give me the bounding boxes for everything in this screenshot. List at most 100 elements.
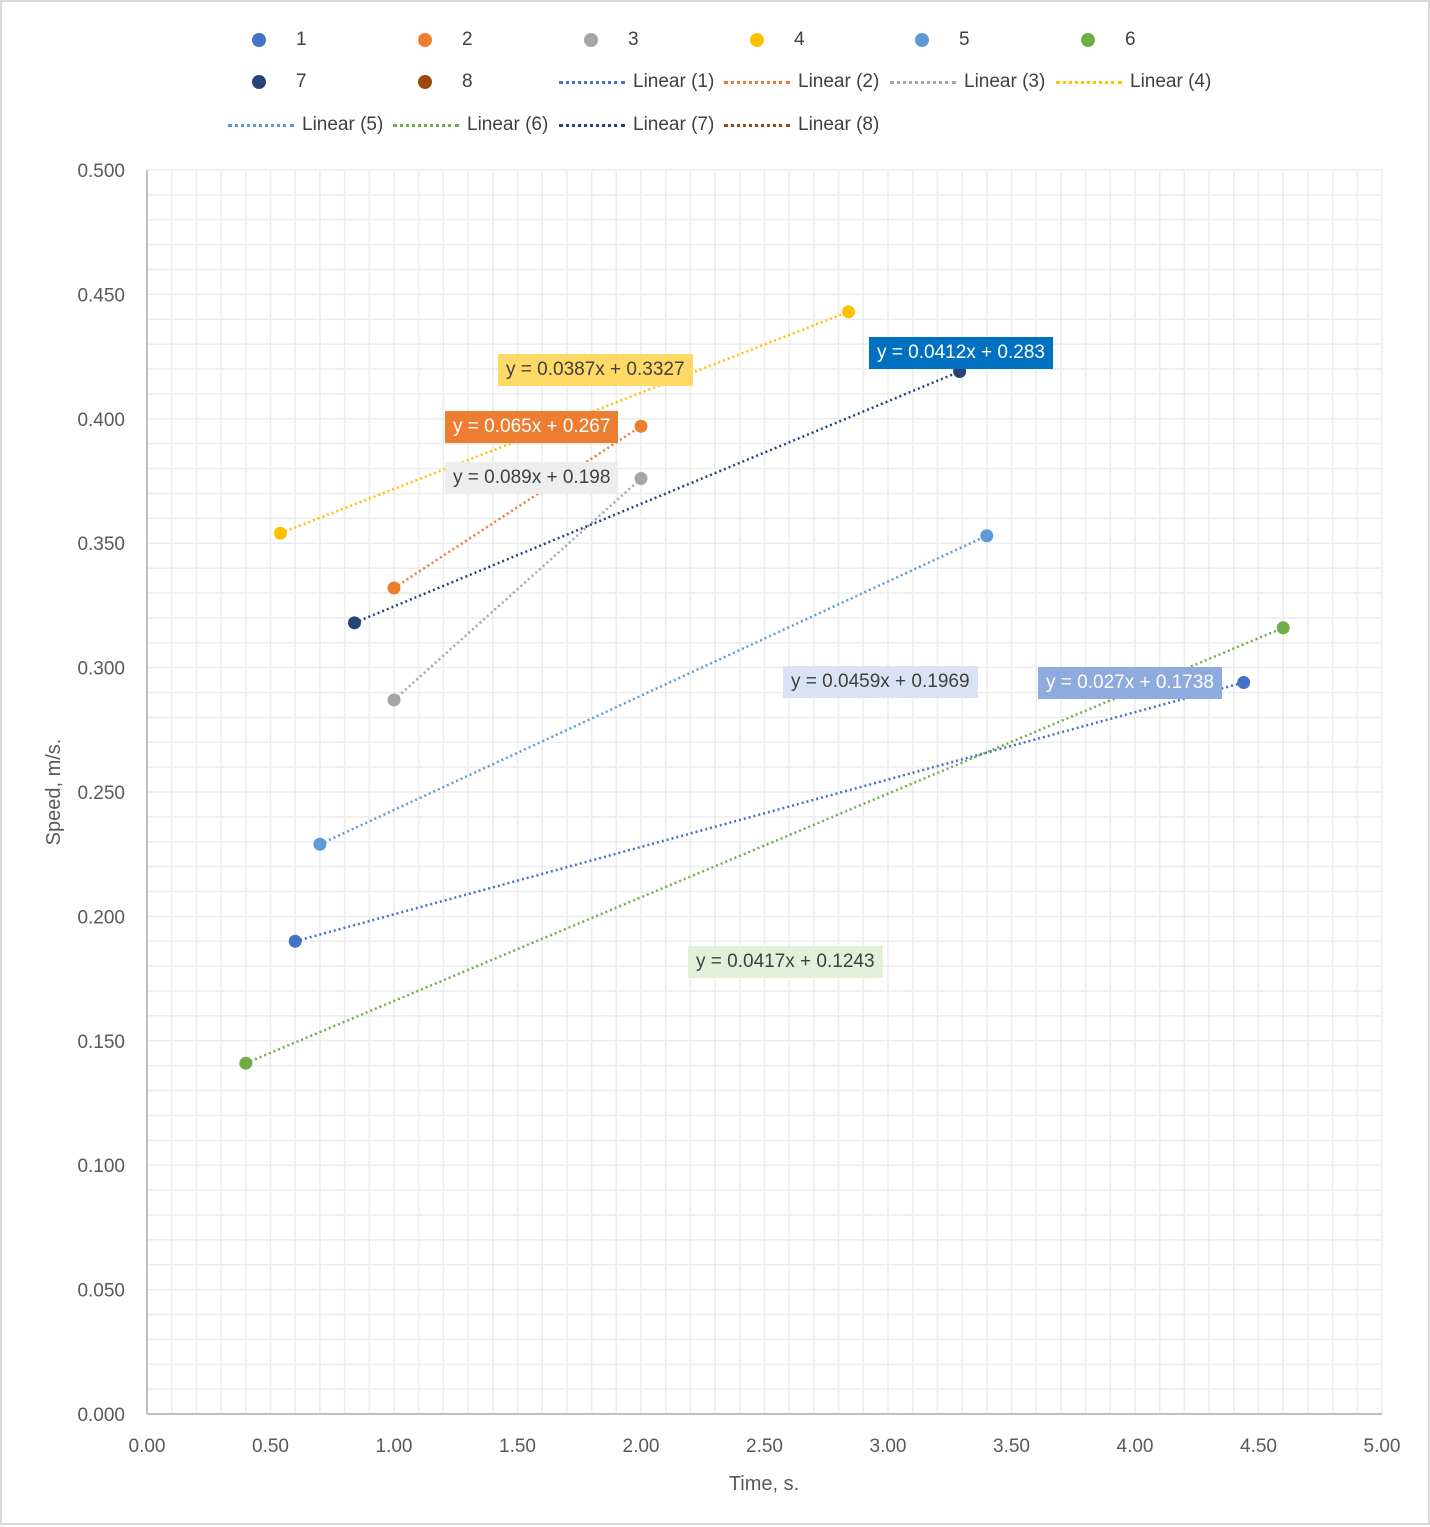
gridlines: [146, 169, 1383, 1415]
legend-dotted-line-icon: [559, 123, 625, 127]
trendline-equation-1: y = 0.027x + 0.1738: [1038, 667, 1222, 699]
data-point-series-5[interactable]: [980, 529, 994, 543]
trendline-equation-3: y = 0.089x + 0.198: [445, 462, 619, 494]
legend-item-trendline-6[interactable]: Linear (6): [393, 114, 548, 136]
data-point-series-7[interactable]: [347, 616, 361, 630]
tick-labels: 0.00 0.50 1.00 1.50 2.00 2.50 3.00 3.50 4.00 4.50…: [77, 161, 1400, 1457]
legend-label: 3: [628, 29, 639, 50]
legend-dotted-line-icon: [890, 80, 956, 84]
x-tick-label: 0.50: [252, 1436, 289, 1457]
legend-label: Linear (1): [633, 71, 715, 92]
legend-item-trendline-7[interactable]: Linear (7): [559, 114, 714, 136]
legend-item-series-7[interactable]: 7: [252, 71, 307, 93]
legend-item-series-2[interactable]: 2: [418, 29, 473, 51]
y-tick-label: 0.150: [77, 1032, 125, 1053]
legend-label: Linear (5): [302, 114, 384, 135]
trendline-4: [279, 310, 849, 535]
x-tick-label: 0.00: [129, 1436, 166, 1457]
x-tick-label: 2.50: [746, 1436, 783, 1457]
legend-item-trendline-5[interactable]: Linear (5): [228, 114, 383, 136]
y-tick-label: 0.400: [77, 410, 125, 431]
y-tick-label: 0.300: [77, 659, 125, 680]
data-point-series-4[interactable]: [841, 305, 855, 319]
legend-marker-icon: [750, 33, 764, 47]
trendline-equation-5: y = 0.0459x + 0.1969: [783, 666, 978, 698]
trendline-7: [354, 370, 961, 624]
y-axis-label: Speed, m/s.: [43, 739, 65, 846]
legend-item-trendline-1[interactable]: Linear (1): [559, 71, 714, 93]
legend-marker-icon: [252, 75, 266, 89]
trendlines: [245, 310, 1284, 1065]
y-tick-label: 0.250: [77, 783, 125, 804]
data-point-series-6[interactable]: [239, 1056, 253, 1070]
trendline-equation-4: y = 0.0387x + 0.3327: [498, 354, 693, 386]
legend-label: 1: [296, 29, 307, 50]
legend-label: 2: [462, 29, 473, 50]
x-tick-label: 4.00: [1117, 1436, 1154, 1457]
y-tick-label: 0.200: [77, 907, 125, 928]
legend-item-trendline-3[interactable]: Linear (3): [890, 71, 1045, 93]
legend-marker-icon: [252, 33, 266, 47]
legend-marker-icon: [915, 33, 929, 47]
legend-label: 5: [959, 29, 970, 50]
x-tick-label: 5.00: [1364, 1436, 1401, 1457]
data-point-series-3[interactable]: [387, 693, 401, 707]
legend-marker-icon: [1081, 33, 1095, 47]
legend-label: Linear (8): [798, 114, 880, 135]
legend-label: 4: [794, 29, 805, 50]
legend-label: Linear (4): [1130, 71, 1212, 92]
legend-label: Linear (3): [964, 71, 1046, 92]
data-point-series-5[interactable]: [313, 837, 327, 851]
legend-dotted-line-icon: [228, 123, 294, 127]
legend-dotted-line-icon: [724, 123, 790, 127]
legend-dotted-line-icon: [393, 123, 459, 127]
legend-marker-icon: [418, 33, 432, 47]
legend-item-trendline-8[interactable]: Linear (8): [724, 114, 879, 136]
legend-label: Linear (6): [467, 114, 549, 135]
trendline-2: [393, 425, 642, 590]
y-tick-label: 0.350: [77, 534, 125, 555]
legend-item-series-1[interactable]: 1: [252, 29, 307, 51]
x-tick-label: 1.50: [499, 1436, 536, 1457]
x-tick-label: 3.00: [870, 1436, 907, 1457]
data-points: [239, 305, 1290, 1070]
legend-item-series-8[interactable]: 8: [418, 71, 473, 93]
legend-item-series-6[interactable]: 6: [1081, 29, 1136, 51]
y-tick-label: 0.000: [77, 1405, 125, 1426]
trendline-equation-2: y = 0.065x + 0.267: [445, 411, 619, 443]
trendline-1: [294, 681, 1245, 943]
legend-item-series-4[interactable]: 4: [750, 29, 805, 51]
legend-label: Linear (2): [798, 71, 880, 92]
data-point-series-1[interactable]: [1237, 676, 1251, 690]
trendline-equation-7: y = 0.0412x + 0.283: [869, 337, 1053, 369]
data-point-series-1[interactable]: [288, 934, 302, 948]
legend-item-series-3[interactable]: 3: [584, 29, 639, 51]
legend-item-trendline-2[interactable]: Linear (2): [724, 71, 879, 93]
legend-label: Linear (7): [633, 114, 715, 135]
data-point-series-3[interactable]: [634, 472, 648, 486]
x-tick-label: 4.50: [1240, 1436, 1277, 1457]
legend-label: 7: [296, 71, 307, 92]
legend-dotted-line-icon: [559, 80, 625, 84]
data-point-series-4[interactable]: [273, 526, 287, 540]
y-tick-label: 0.500: [77, 161, 125, 182]
x-tick-label: 1.00: [376, 1436, 413, 1457]
x-tick-label: 2.00: [623, 1436, 660, 1457]
y-tick-label: 0.450: [77, 285, 125, 306]
y-tick-label: 0.050: [77, 1281, 125, 1302]
trendline-3: [393, 477, 642, 701]
data-point-series-2[interactable]: [387, 581, 401, 595]
legend-label: 6: [1125, 29, 1136, 50]
data-point-series-2[interactable]: [634, 419, 648, 433]
data-point-series-6[interactable]: [1276, 621, 1290, 635]
legend-marker-icon: [418, 75, 432, 89]
x-tick-label: 3.50: [993, 1436, 1030, 1457]
y-tick-label: 0.100: [77, 1156, 125, 1177]
legend-marker-icon: [584, 33, 598, 47]
legend-label: 8: [462, 71, 473, 92]
trendline-equation-6: y = 0.0417x + 0.1243: [688, 946, 883, 978]
legend-item-trendline-4[interactable]: Linear (4): [1056, 71, 1211, 93]
legend-item-series-5[interactable]: 5: [915, 29, 970, 51]
